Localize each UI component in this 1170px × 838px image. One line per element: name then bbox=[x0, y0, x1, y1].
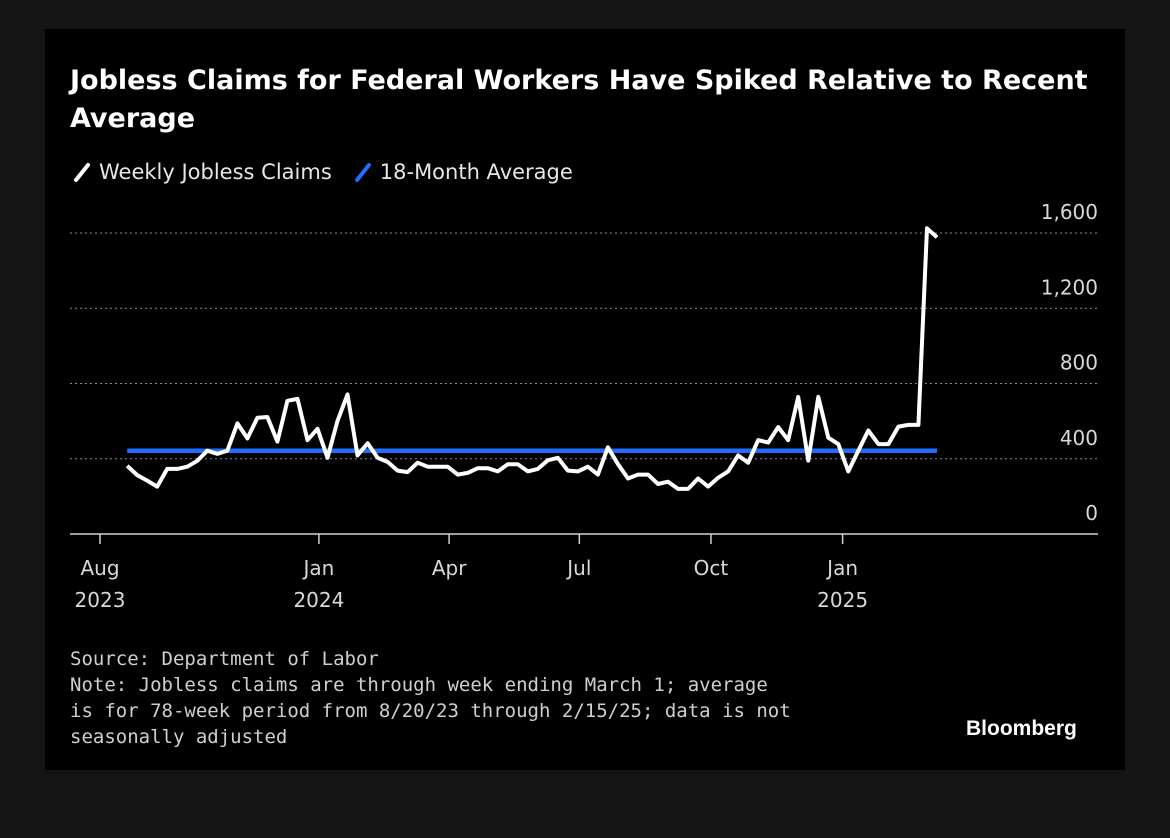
x-tick-label-year: 2023 bbox=[75, 588, 126, 612]
bloomberg-logo: Bloomberg bbox=[966, 717, 1077, 740]
series-line-weekly-claims bbox=[125, 226, 939, 491]
y-tick-label: 1,600 bbox=[1041, 200, 1098, 224]
y-tick-label: 1,200 bbox=[1041, 275, 1098, 299]
x-tick-label-month: Apr bbox=[432, 556, 467, 580]
methodology-note: Note: Jobless claims are through week en… bbox=[70, 674, 791, 748]
chart-footer: Source: Department of Labor Note: Jobles… bbox=[70, 646, 830, 750]
x-tick-label-year: 2025 bbox=[817, 588, 868, 612]
y-tick-label: 400 bbox=[1060, 426, 1098, 450]
y-tick-label: 0 bbox=[1085, 501, 1098, 525]
line-chart-plot: 0 400 800 1,200 1,600 Aug 2023 Jan 2024 Apr Jul Oct… bbox=[70, 200, 1098, 612]
x-tick-label-month: Jul bbox=[565, 556, 591, 580]
legend-label-average: 18-Month Average bbox=[379, 160, 573, 184]
y-tick-label: 800 bbox=[1060, 351, 1098, 375]
chart-legend: Weekly Jobless Claims 18-Month Average bbox=[73, 160, 595, 184]
x-tick-label-year: 2024 bbox=[293, 588, 344, 612]
x-tick-label-month: Jan bbox=[825, 556, 858, 580]
legend-label-weekly: Weekly Jobless Claims bbox=[99, 160, 332, 184]
legend-item-weekly: Weekly Jobless Claims bbox=[73, 160, 332, 184]
source-note: Source: Department of Labor bbox=[70, 648, 379, 670]
legend-line-icon-blue bbox=[354, 163, 371, 182]
legend-item-average: 18-Month Average bbox=[354, 160, 573, 184]
chart-title: Jobless Claims for Federal Workers Have … bbox=[70, 65, 1088, 134]
x-tick-label-month: Aug bbox=[80, 556, 119, 580]
x-tick-label-month: Oct bbox=[694, 556, 729, 580]
x-tick-label-month: Jan bbox=[301, 556, 334, 580]
chart-card: Jobless Claims for Federal Workers Have … bbox=[45, 29, 1125, 770]
legend-line-icon-white bbox=[74, 163, 90, 182]
